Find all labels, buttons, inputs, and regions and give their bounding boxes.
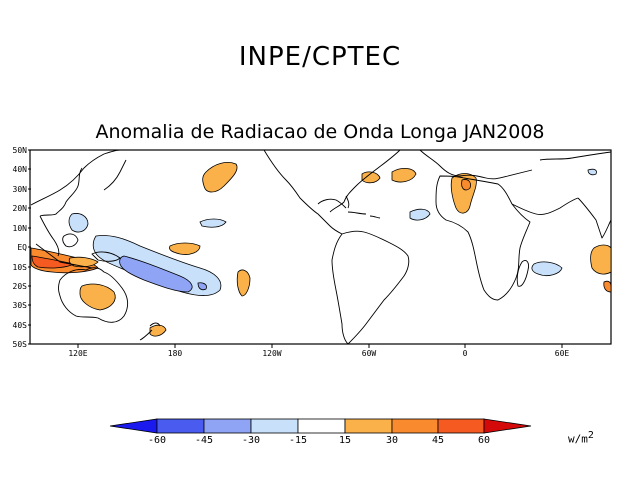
lat-label: 10N [13, 224, 28, 233]
anomaly-positive-north-pacific [202, 162, 238, 193]
coastlines [30, 149, 612, 345]
coast-new-zealand [139, 322, 161, 341]
lon-label: 0 [463, 349, 468, 358]
anomaly-positive-australia [79, 283, 116, 311]
units-base: w/m [568, 432, 588, 446]
lat-labels: 50N 40N 30N 20N 10N EQ 10S 20S 30S 40S 5… [13, 146, 28, 349]
coast-indochina [39, 215, 60, 257]
lat-label: 30S [13, 301, 28, 310]
coast-madagascar [516, 259, 529, 287]
lat-ticks [28, 149, 31, 345]
colorbar-arrow-left [109, 418, 158, 434]
anomaly-negative-atlantic [409, 208, 431, 221]
anomaly-negative-s-africa [531, 261, 563, 276]
colorbar [109, 418, 532, 434]
coast-north-america [263, 149, 343, 235]
coast-north-america-east [329, 149, 401, 213]
coast-africa [435, 175, 531, 301]
anomaly-negative-hawaii [199, 218, 227, 228]
colorbar-tick-label: -60 [148, 435, 166, 446]
anomaly-patches [30, 162, 612, 337]
anomaly-negative-spcz-outer [92, 235, 222, 296]
anomaly-positive-new-zealand [149, 324, 167, 337]
units-exponent: 2 [587, 430, 594, 441]
colorbar-tick-label: 45 [432, 435, 444, 446]
coast-india [577, 197, 612, 239]
lat-label: 40N [13, 165, 28, 174]
lon-label: 180 [168, 349, 183, 358]
lat-label: 40S [13, 321, 28, 330]
lon-label: 60W [362, 349, 377, 358]
lat-label: 50N [13, 146, 28, 155]
lon-label: 120E [68, 349, 87, 358]
colorbar-segment [250, 418, 299, 434]
colorbar-tick-label: 60 [478, 435, 490, 446]
colorbar-tick-label: 15 [339, 435, 351, 446]
anomaly-positive-n-atlantic-2 [391, 168, 417, 183]
coast-caribbean [347, 211, 381, 219]
anomaly-positive-n-atlantic-1 [361, 171, 381, 184]
lat-label: 10S [13, 263, 28, 272]
lat-label: 30N [13, 185, 28, 194]
coast-arabia [511, 197, 579, 215]
colorbar-ticks: -60 -45 -30 -15 15 30 45 60 [148, 435, 490, 446]
colorbar-segment [297, 418, 346, 434]
colorbar-tick-label: 30 [386, 435, 398, 446]
coast-florida [345, 195, 350, 209]
coast-south-america [331, 230, 410, 345]
anomaly-negative-w-pacific [587, 168, 597, 176]
coast-gulf-mexico [317, 198, 347, 209]
anomaly-negative-philippines [68, 213, 89, 233]
lat-label: 20S [13, 282, 28, 291]
page-title: INPE/CPTEC [238, 42, 402, 72]
colorbar-tick-label: -15 [289, 435, 307, 446]
coast-asia-north [539, 151, 612, 161]
coast-sumatra-java [35, 243, 93, 269]
anomaly-positive-south-pacific [236, 269, 251, 297]
anomaly-negative-spcz-small [197, 282, 207, 291]
anomaly-positive-w-indian-ocean [590, 244, 612, 275]
lat-label: 50S [13, 340, 28, 349]
colorbar-segment [391, 418, 439, 434]
colorbar-arrow-right [483, 418, 532, 434]
coast-borneo [62, 233, 79, 248]
colorbar-segment [203, 418, 252, 434]
colorbar-tick-label: -45 [195, 435, 213, 446]
anomaly-positive-central-pacific [169, 242, 201, 255]
colorbar-segment [344, 418, 393, 434]
lat-label: 20N [13, 204, 28, 213]
anomaly-positive-indian-ocean-core [31, 255, 76, 269]
map-title: Anomalia de Radiacao de Onda Longa JAN20… [95, 121, 545, 143]
coast-europe [419, 149, 533, 180]
lon-ticks [77, 344, 563, 348]
lon-label: 60E [555, 349, 570, 358]
anomaly-negative-spcz-inner [119, 255, 193, 293]
anomaly-positive-sahara-core [461, 179, 471, 191]
coast-east-asia [30, 149, 121, 206]
lon-labels: 120E 180 120W 60W 0 60E [68, 349, 569, 358]
colorbar-segment [156, 418, 205, 434]
anomaly-positive-w-indian-ocean-core [603, 280, 612, 293]
colorbar-segment [437, 418, 485, 434]
coast-japan [103, 159, 127, 191]
anomaly-positive-n-australia [68, 256, 99, 268]
lon-label: 120W [262, 349, 281, 358]
coast-china [39, 167, 83, 217]
coast-australia [58, 267, 129, 323]
lat-label: EQ [17, 243, 27, 252]
coast-new-guinea [91, 251, 121, 262]
colorbar-tick-label: -30 [242, 435, 260, 446]
colorbar-units: w/m2 [568, 430, 594, 446]
